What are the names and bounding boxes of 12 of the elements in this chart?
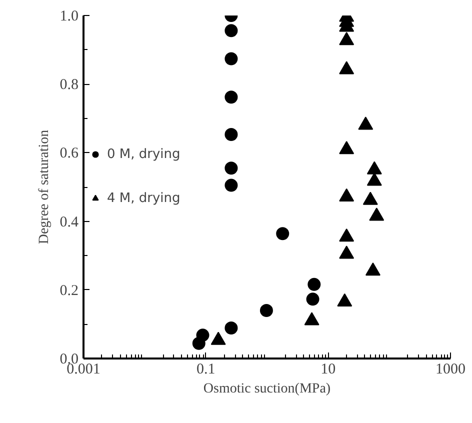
- legend-label: 4 M, drying: [107, 190, 180, 206]
- x-tick-label: 0.1: [196, 362, 216, 378]
- y-tick-label: 1.0: [60, 8, 78, 24]
- y-tick-label: 0.6: [60, 146, 79, 162]
- y-axis-title: Degree of saturation: [36, 130, 52, 244]
- y-tick-label: 0.8: [60, 77, 78, 94]
- y-tick-label: 0.4: [60, 214, 79, 230]
- x-tick-label: 10: [320, 362, 336, 378]
- y-tick-label: 0.2: [60, 282, 78, 299]
- x-axis-title: Osmotic suction(MPa): [203, 382, 331, 396]
- x-tick-label: 1000: [436, 362, 466, 378]
- legend-label: 0 M, drying: [107, 146, 180, 162]
